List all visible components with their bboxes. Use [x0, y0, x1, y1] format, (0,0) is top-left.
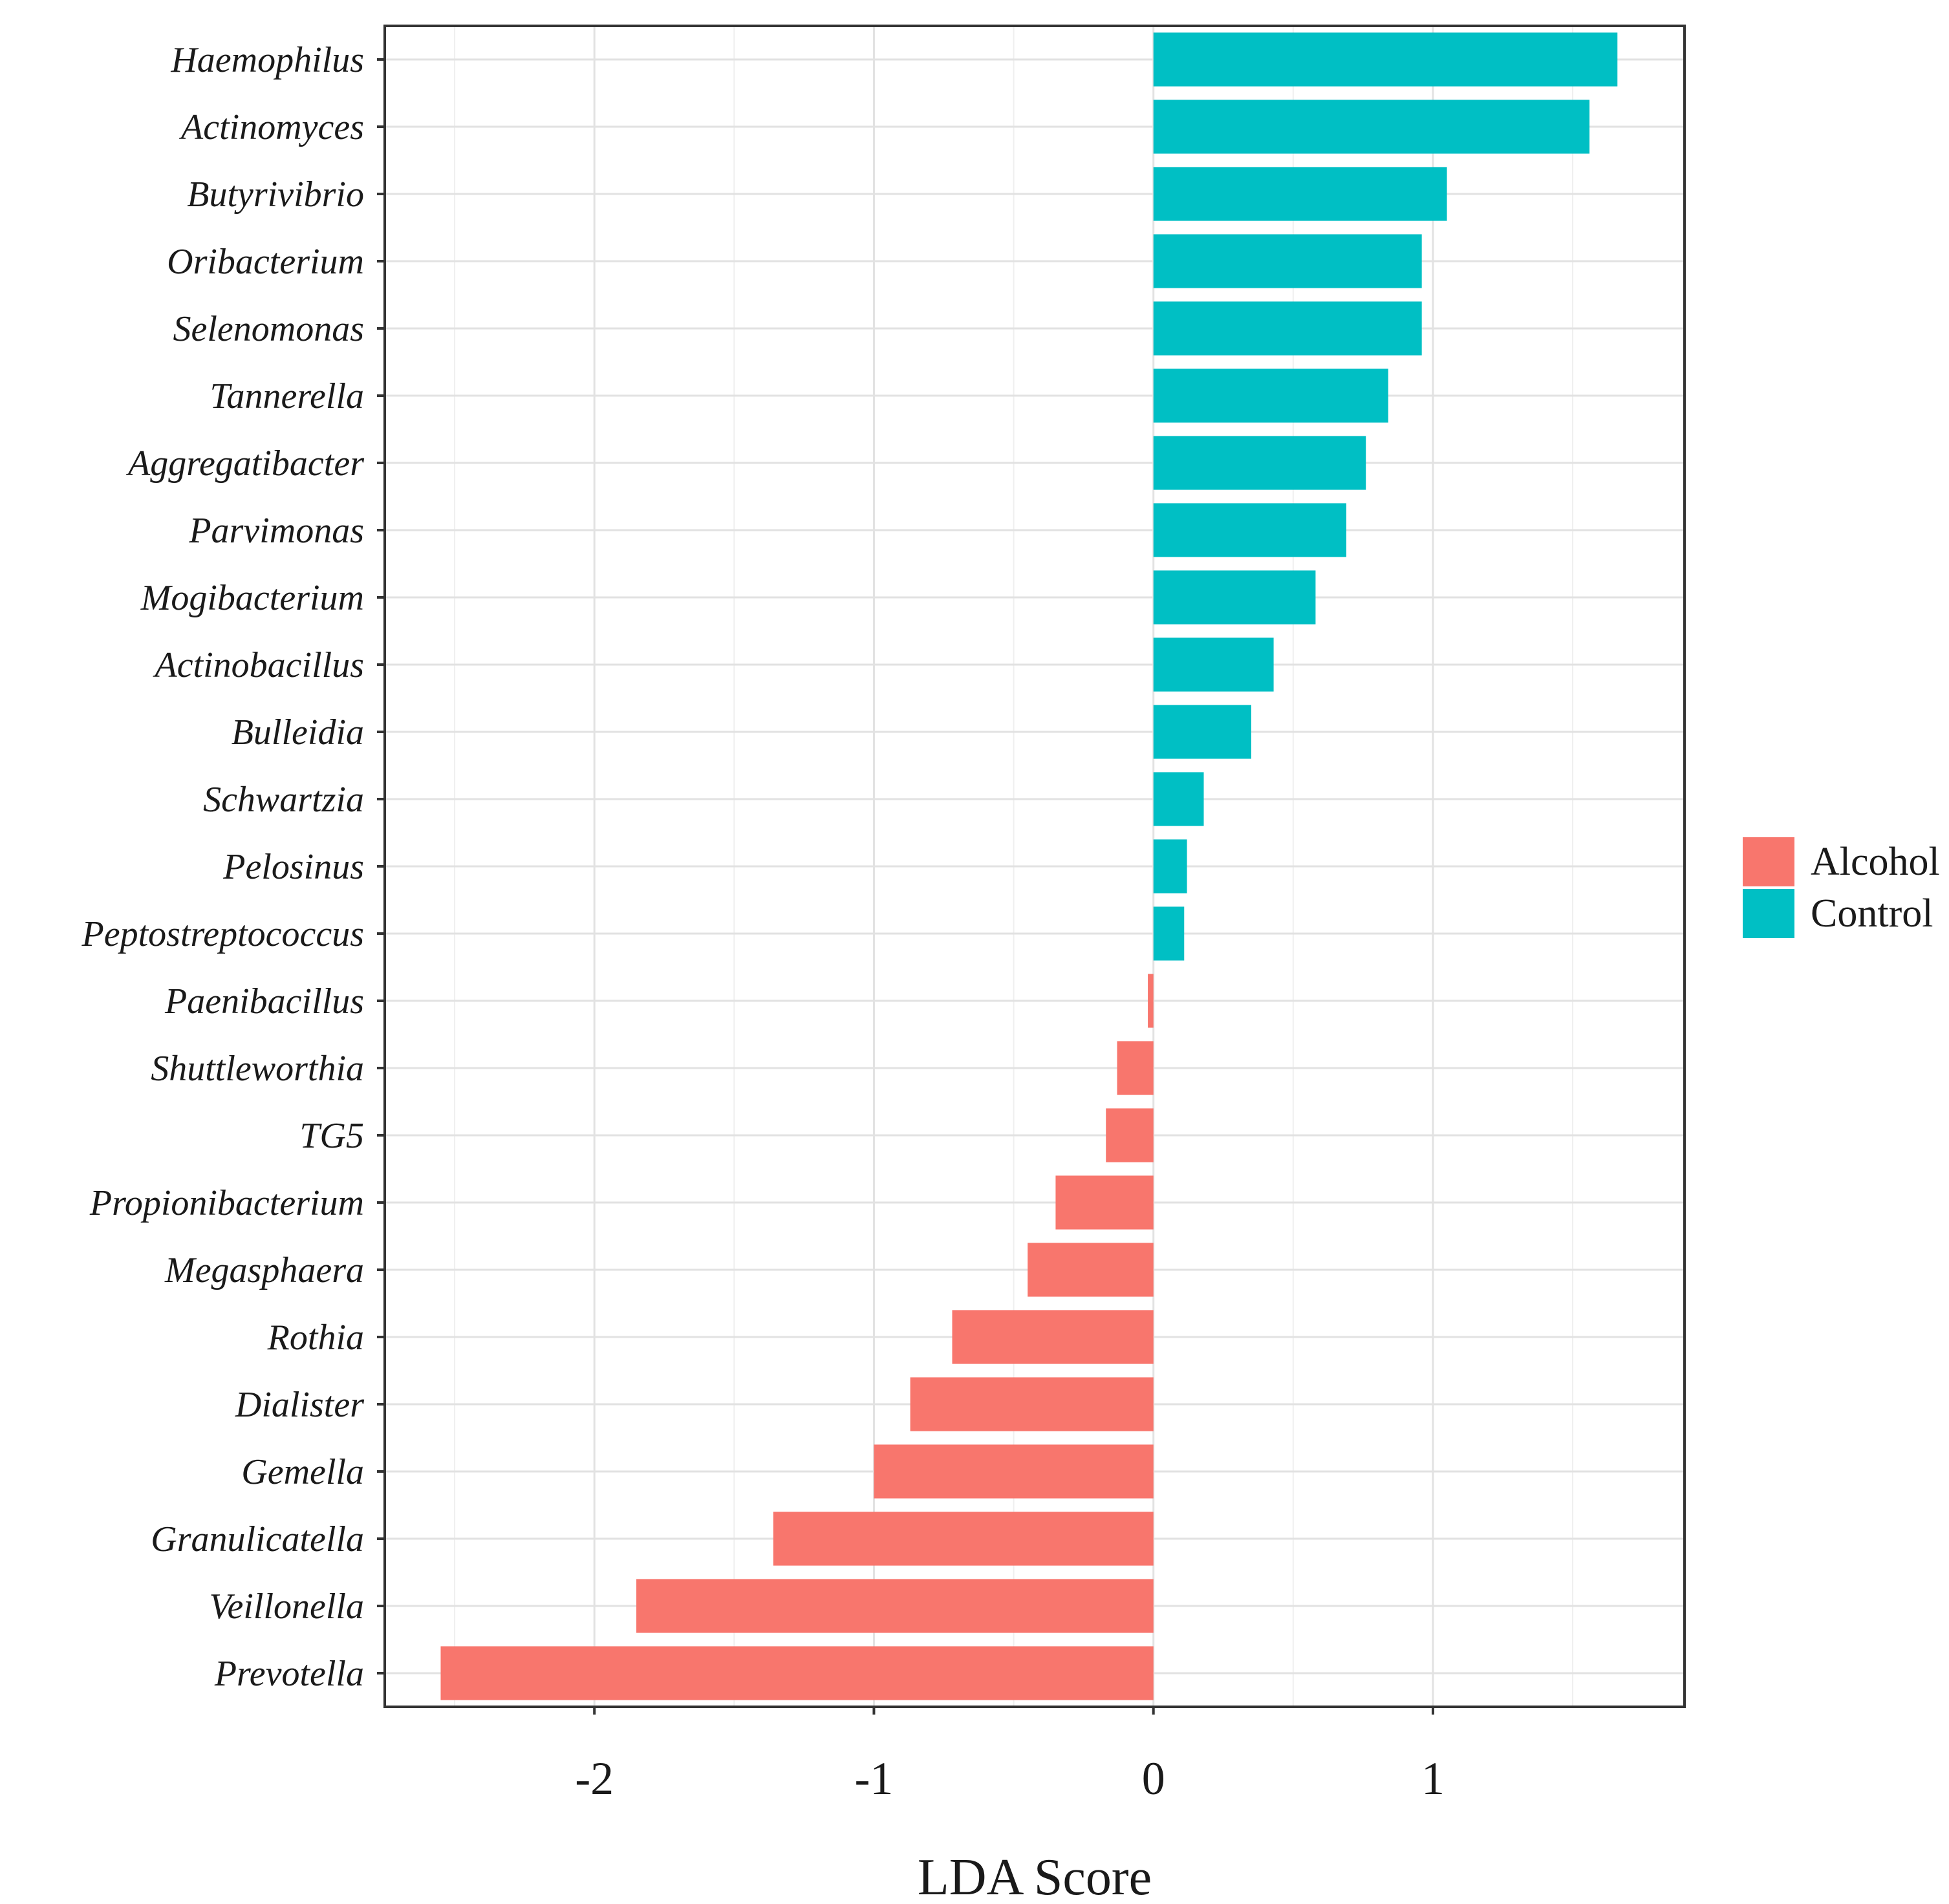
- bar-gemella: [874, 1444, 1154, 1499]
- bar-mogibacterium: [1153, 570, 1316, 625]
- bar-aggregatibacter: [1153, 436, 1366, 490]
- x-tick-label: -2: [575, 1753, 614, 1804]
- bar-pelosinus: [1153, 839, 1187, 893]
- bar-rothia: [952, 1310, 1154, 1364]
- y-tick-label: Haemophilus: [170, 40, 364, 80]
- y-tick-label: Peptostreptococcus: [81, 914, 364, 954]
- y-tick-label: Megasphaera: [164, 1250, 364, 1290]
- bar-paenibacillus: [1148, 974, 1154, 1028]
- bar-shuttleworthia: [1117, 1041, 1154, 1095]
- legend-swatch-control: [1743, 889, 1794, 938]
- y-tick-label: Prevotella: [214, 1654, 364, 1694]
- x-axis-title: LDA Score: [918, 1849, 1152, 1904]
- y-tick-label: Actinobacillus: [152, 645, 364, 685]
- x-tick-label: -1: [854, 1753, 893, 1804]
- bar-megasphaera: [1028, 1243, 1154, 1297]
- bar-actinomyces: [1153, 100, 1590, 154]
- y-tick-label: Veillonella: [209, 1587, 364, 1627]
- y-tick-label: Bulleidia: [232, 712, 364, 753]
- x-tick-label: 0: [1142, 1753, 1165, 1804]
- bar-veillonella: [636, 1579, 1154, 1633]
- bar-bulleidia: [1153, 705, 1251, 759]
- y-tick-label: Tannerella: [210, 376, 364, 416]
- y-tick-label: Oribacterium: [167, 242, 364, 282]
- bars: [440, 32, 1618, 1700]
- x-tick-label: 1: [1421, 1753, 1445, 1804]
- bar-schwartzia: [1153, 772, 1204, 826]
- bar-peptostreptococcus: [1153, 906, 1185, 961]
- y-axis: Haemophilus Actinomyces Butyrivibrio Oribac…: [81, 40, 385, 1694]
- bar-butyrivibrio: [1153, 167, 1447, 221]
- y-tick-label: Granulicatella: [151, 1519, 364, 1559]
- bar-actinobacillus: [1153, 637, 1274, 692]
- bar-prevotella: [440, 1646, 1154, 1700]
- y-tick-label: Shuttleworthia: [151, 1049, 364, 1089]
- grid: [385, 26, 1685, 1707]
- y-tick-label: Parvimonas: [188, 511, 364, 551]
- legend-label-control: Control: [1811, 892, 1933, 936]
- y-tick-label: Paenibacillus: [164, 981, 364, 1022]
- x-axis: -2 -1 0 1: [575, 1707, 1445, 1804]
- bar-tg5: [1106, 1108, 1154, 1162]
- bar-granulicatella: [773, 1512, 1154, 1566]
- y-tick-label: Gemella: [241, 1452, 364, 1492]
- legend: Alcohol Control: [1743, 837, 1940, 938]
- legend-label-alcohol: Alcohol: [1811, 840, 1940, 884]
- bar-oribacterium: [1153, 234, 1422, 288]
- bar-haemophilus: [1153, 32, 1618, 87]
- bar-tannerella: [1153, 369, 1388, 423]
- bar-propionibacterium: [1055, 1175, 1154, 1230]
- y-tick-label: Mogibacterium: [140, 578, 364, 618]
- y-tick-label: Dialister: [235, 1385, 364, 1425]
- y-tick-label: Rothia: [267, 1318, 364, 1358]
- bar-dialister: [910, 1377, 1154, 1431]
- y-tick-label: Selenomonas: [173, 309, 364, 349]
- y-tick-label: Actinomyces: [178, 107, 364, 147]
- bar-parvimonas: [1153, 503, 1346, 557]
- legend-swatch-alcohol: [1743, 837, 1794, 886]
- y-tick-label: TG5: [299, 1116, 364, 1156]
- bar-selenomonas: [1153, 301, 1422, 356]
- y-tick-label: Schwartzia: [203, 780, 364, 820]
- y-tick-label: Aggregatibacter: [125, 444, 364, 484]
- y-tick-label: Butyrivibrio: [187, 175, 364, 215]
- y-tick-label: Propionibacterium: [89, 1183, 364, 1223]
- y-tick-label: Pelosinus: [222, 847, 364, 887]
